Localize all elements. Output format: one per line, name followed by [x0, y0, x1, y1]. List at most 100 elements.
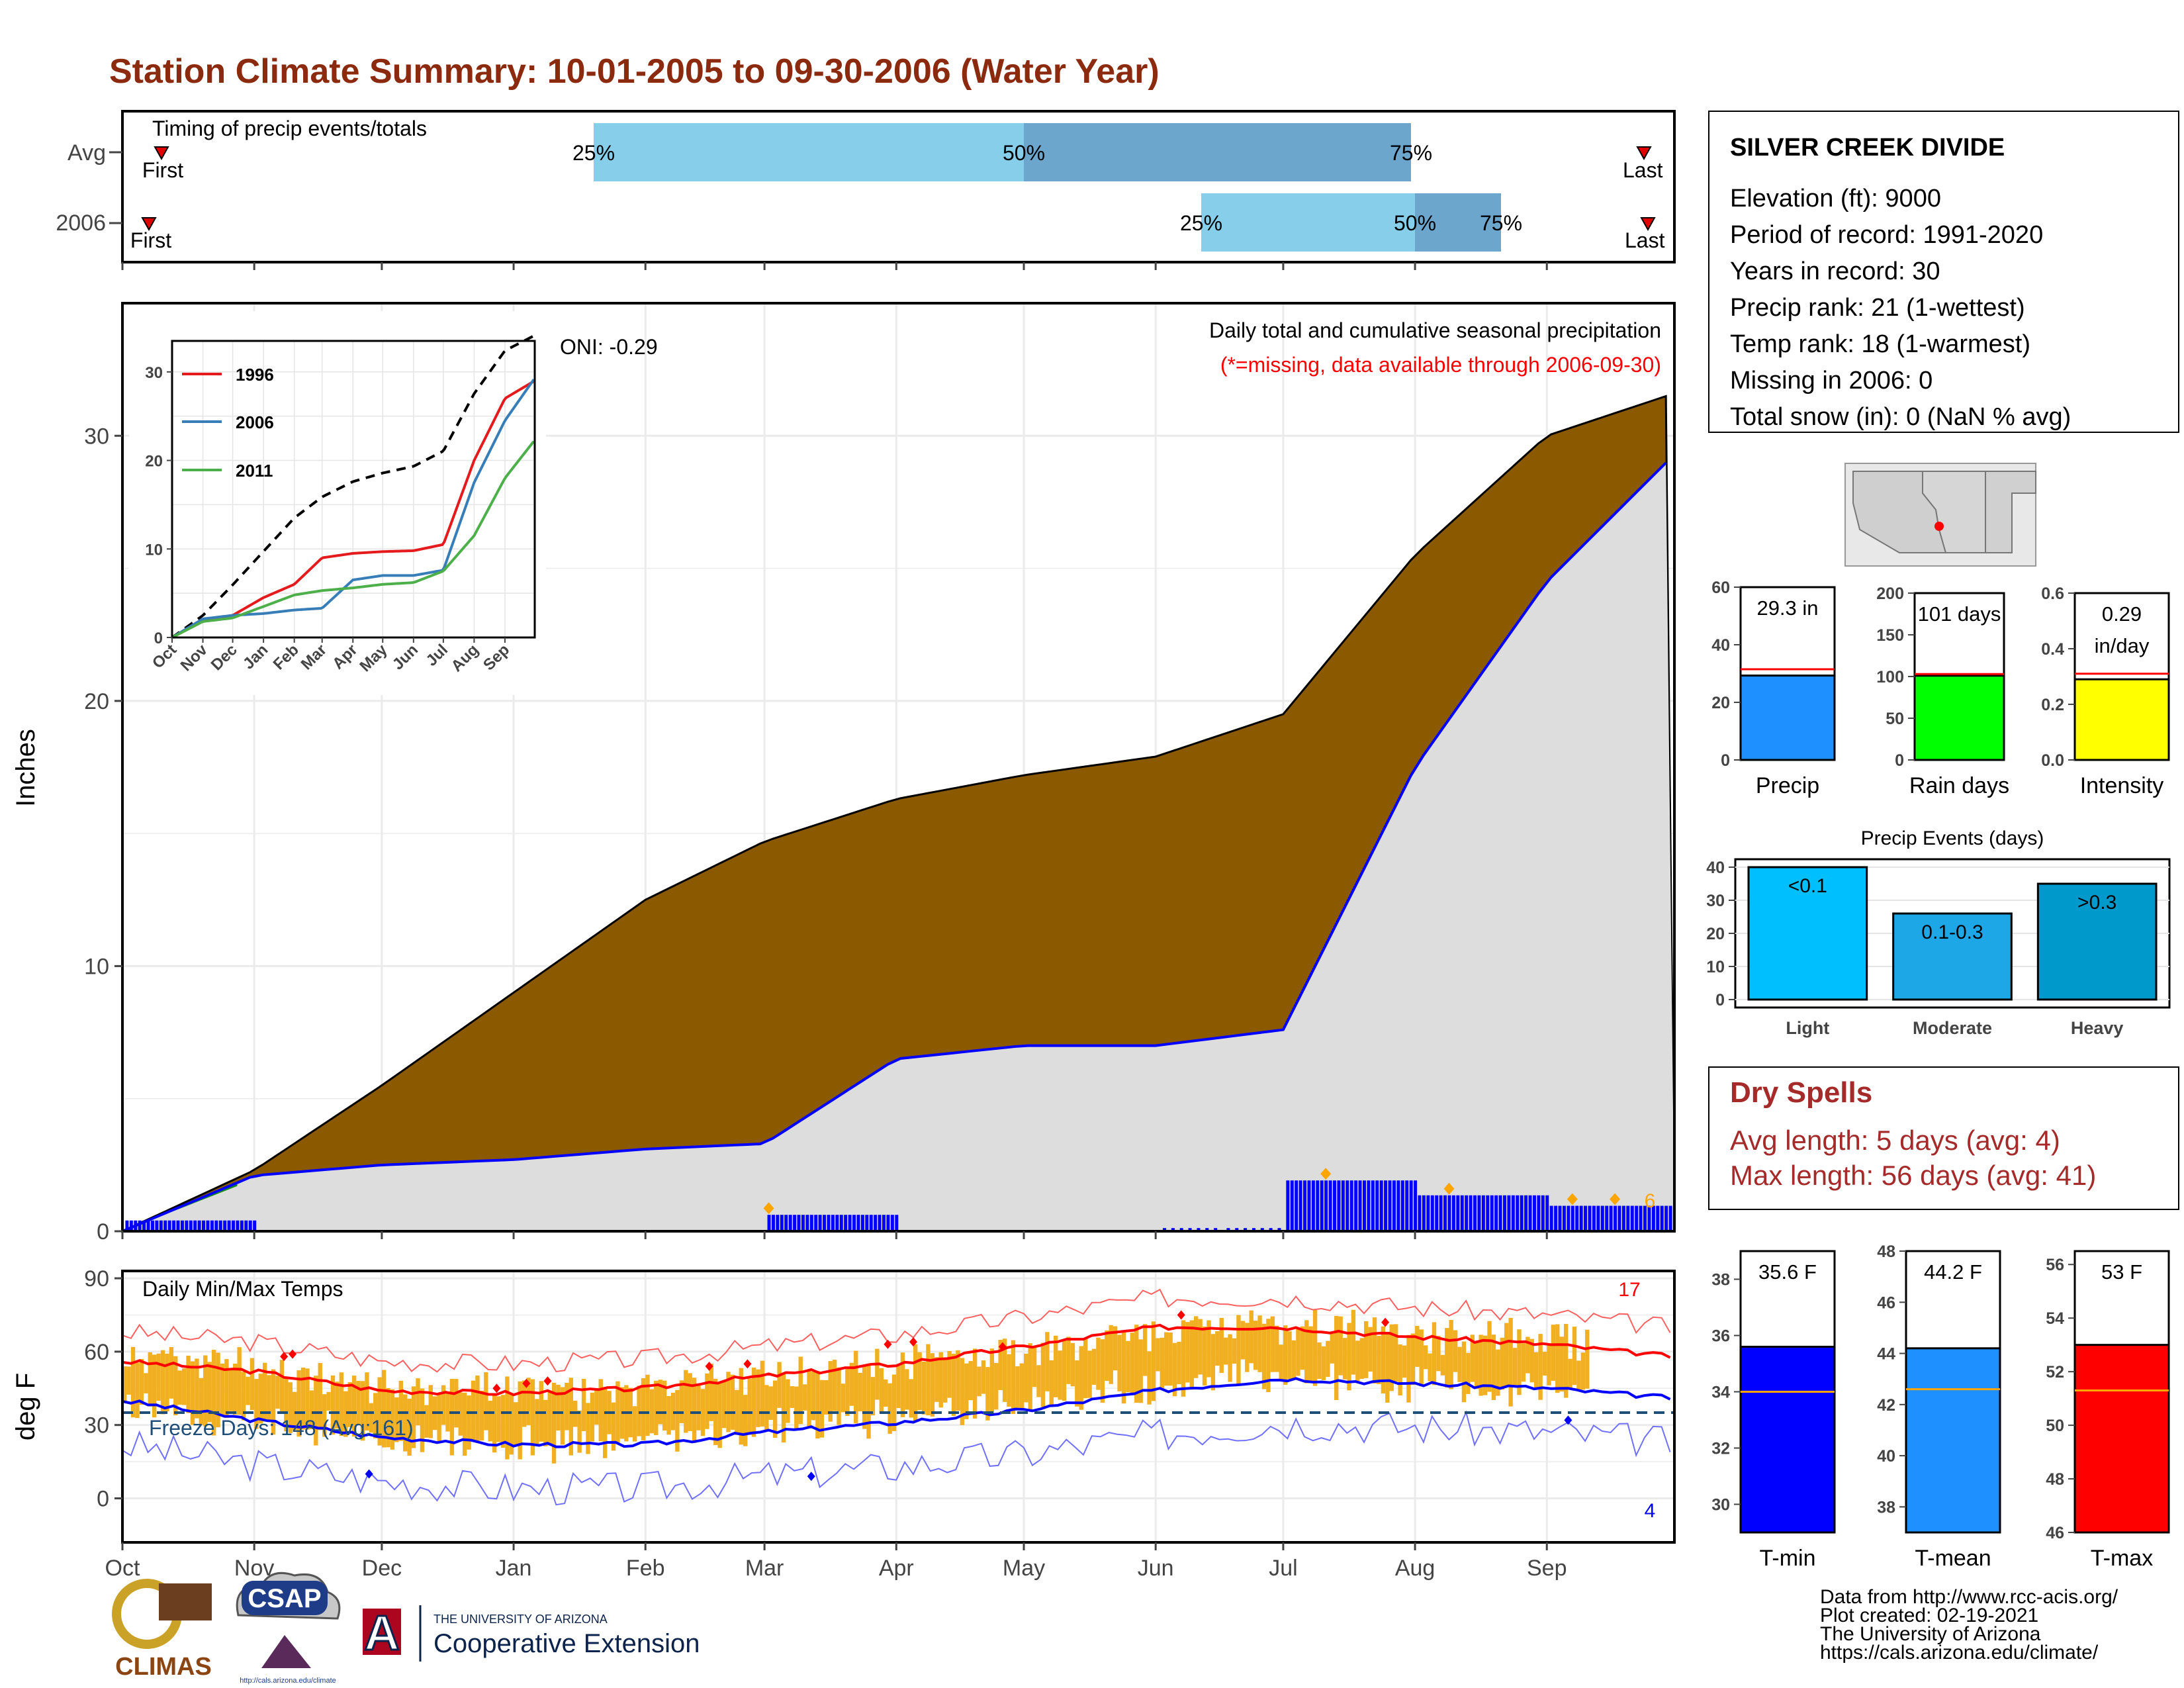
- daily-temp-bar: [1028, 1343, 1032, 1411]
- daily-temp-bar: [832, 1360, 837, 1411]
- daily-temp-bar: [339, 1372, 344, 1436]
- daily-precip-bar: [1494, 1195, 1498, 1231]
- daily-precip-bar: [1341, 1180, 1345, 1231]
- daily-temp-bar: [122, 1366, 127, 1402]
- daily-precip-bar: [189, 1220, 193, 1231]
- daily-temp-bar: [139, 1358, 144, 1405]
- daily-temp-bar: [186, 1355, 191, 1413]
- daily-temp-bar: [1504, 1323, 1509, 1386]
- daily-precip-bar: [1554, 1205, 1558, 1231]
- daily-temp-bar: [1338, 1316, 1343, 1376]
- tmean-mini-chart-tick: 42: [1877, 1396, 1895, 1415]
- daily-temp-bar: [1253, 1321, 1258, 1370]
- daily-precip-bar: [1579, 1205, 1583, 1231]
- daily-temp-bar: [1070, 1342, 1075, 1387]
- daily-temp-bar: [1121, 1331, 1126, 1404]
- daily-temp-bar: [1428, 1353, 1432, 1382]
- daily-temp-bar: [449, 1378, 455, 1456]
- daily-temp-bar: [942, 1357, 948, 1403]
- daily-temp-bar: [471, 1380, 476, 1441]
- daily-precip-bar: [176, 1220, 180, 1231]
- daily-precip-bar: [1443, 1195, 1447, 1231]
- inset-ytick-label: 10: [145, 541, 163, 559]
- daily-precip-bar: [784, 1215, 788, 1231]
- daily-temp-bar: [1228, 1334, 1232, 1382]
- daily-precip-bar: [236, 1220, 240, 1231]
- tmean-mini-chart-title: T-mean: [1915, 1546, 1991, 1571]
- daily-precip-bar: [1614, 1205, 1617, 1231]
- daily-precip-bars: [125, 1180, 1672, 1231]
- daily-precip-bar: [1384, 1180, 1388, 1231]
- daily-temp-bar: [207, 1362, 212, 1423]
- daily-temp-bar: [496, 1396, 501, 1442]
- events-tick: 0: [1715, 991, 1725, 1009]
- daily-temp-bar: [284, 1378, 289, 1432]
- month-tick-label: Jun: [1138, 1556, 1174, 1581]
- daily-temp-bar: [1381, 1326, 1386, 1394]
- daily-precip-bar: [1197, 1228, 1201, 1231]
- daily-temp-bar: [216, 1352, 220, 1428]
- dry-spells-avg: Avg length: 5 days (avg: 4): [1730, 1125, 2060, 1156]
- daily-temp-bar: [1105, 1330, 1109, 1381]
- extreme-precip-marker: [1320, 1168, 1332, 1180]
- daily-temp-bar: [1223, 1337, 1228, 1365]
- daily-temp-bar: [730, 1374, 735, 1430]
- daily-temp-bar: [1559, 1336, 1564, 1392]
- daily-temp-bar: [1219, 1317, 1224, 1374]
- footer-line: Data from http://www.rcc-acis.org/: [1820, 1586, 2118, 1608]
- daily-temp-bar: [917, 1352, 922, 1411]
- daily-temp-bar: [1487, 1321, 1492, 1392]
- daily-temp-bar: [1117, 1335, 1122, 1391]
- daily-temp-bar: [322, 1394, 327, 1437]
- daily-temp-bar: [875, 1348, 880, 1400]
- daily-precip-bar: [1320, 1180, 1324, 1231]
- daily-precip-bar: [1630, 1205, 1634, 1231]
- temp-ytick-label: 60: [84, 1340, 109, 1365]
- tmin-mini-chart: 30 32 34 36 38 35.6 F T-min: [1711, 1250, 1836, 1571]
- daily-temp-bar: [1555, 1324, 1560, 1393]
- daily-precip-bar: [1363, 1180, 1366, 1231]
- daily-temp-bar: [1245, 1323, 1250, 1372]
- daily-temp-bar: [181, 1368, 187, 1405]
- daily-temp-bar: [777, 1362, 782, 1408]
- daily-temp-bar: [343, 1391, 348, 1437]
- daily-precip-bar: [793, 1215, 797, 1231]
- intensity-mini-chart-tick: 0.4: [2041, 640, 2064, 659]
- daily-temp-bar: [815, 1371, 820, 1439]
- daily-temp-bar: [1533, 1352, 1539, 1389]
- daily-precip-bar: [1503, 1195, 1507, 1231]
- record-high-marker: [705, 1362, 713, 1372]
- record-low-marker: [1564, 1415, 1572, 1425]
- daily-precip-bar: [1316, 1180, 1320, 1231]
- daily-temp-bar: [1576, 1360, 1581, 1390]
- daily-precip-bar: [159, 1220, 163, 1231]
- events-title: Precip Events (days): [1861, 827, 2044, 849]
- daily-temp-bar: [1270, 1316, 1275, 1372]
- daily-precip-bar: [1626, 1205, 1630, 1231]
- record-high-marker: [1177, 1310, 1185, 1320]
- daily-temp-bar: [887, 1383, 892, 1434]
- daily-precip-bar: [852, 1215, 856, 1231]
- tmean-mini-chart-tick: 40: [1877, 1447, 1895, 1466]
- 2006-first-label: First: [130, 228, 171, 252]
- daily-precip-bar: [1447, 1195, 1451, 1231]
- daily-precip-bar: [1524, 1195, 1528, 1231]
- missing-note: (*=missing, data available through 2006-…: [1220, 353, 1661, 377]
- daily-temp-bar: [828, 1361, 833, 1422]
- record-high-marker: [1381, 1317, 1390, 1327]
- daily-temp-bar: [1491, 1335, 1496, 1400]
- daily-temp-bar: [407, 1398, 412, 1456]
- daily-precip-bar: [1345, 1180, 1349, 1231]
- daily-temp-bar: [1261, 1323, 1267, 1389]
- daily-temp-bar: [1580, 1352, 1586, 1390]
- event-bar-label: 0.1-0.3: [1921, 921, 1983, 943]
- oni-label: ONI: -0.29: [560, 335, 658, 359]
- main-description: Daily total and cumulative seasonal prec…: [1209, 318, 1661, 342]
- daily-temp-bar: [1151, 1321, 1156, 1401]
- daily-precip-bar: [823, 1215, 827, 1231]
- daily-temp-bar: [1249, 1310, 1253, 1364]
- daily-temp-bar: [445, 1392, 450, 1432]
- daily-temp-bar: [1482, 1335, 1488, 1395]
- temp-ylabel: deg F: [11, 1373, 40, 1440]
- daily-temp-bar: [228, 1368, 234, 1411]
